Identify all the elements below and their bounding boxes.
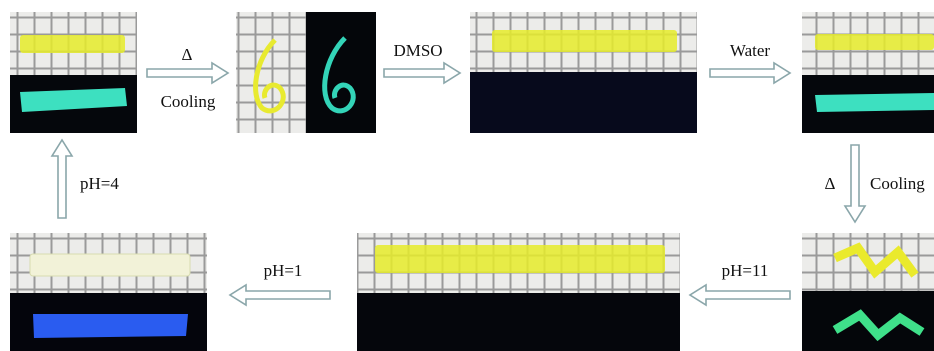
arrow-right	[147, 63, 228, 83]
photo-panel-2	[236, 12, 376, 133]
arrow-left	[690, 285, 790, 305]
figure: Δ Cooling DMSO Water Δ Cooling pH=11 pH=…	[0, 0, 934, 351]
arrow-right	[384, 63, 460, 83]
step-label: pH=11	[722, 261, 769, 280]
arrow-down	[845, 145, 865, 222]
photo-panel-4	[802, 12, 934, 133]
step-label: Cooling	[161, 92, 216, 111]
step-label: Water	[730, 41, 770, 60]
step-label: DMSO	[393, 41, 442, 60]
photo-panel-3	[470, 12, 697, 133]
step-label: Δ	[182, 45, 193, 64]
step-label: pH=1	[264, 261, 303, 280]
arrow-up	[52, 140, 72, 218]
photo-panel-7	[10, 233, 207, 351]
step-label: Δ	[825, 174, 836, 193]
step-label: pH=4	[80, 174, 119, 193]
step-label: Cooling	[870, 174, 925, 193]
photo-panel-5	[802, 233, 934, 351]
arrow-right	[710, 63, 790, 83]
arrow-left	[230, 285, 330, 305]
photo-panel-6	[357, 233, 680, 351]
photo-panel-1	[10, 12, 137, 133]
